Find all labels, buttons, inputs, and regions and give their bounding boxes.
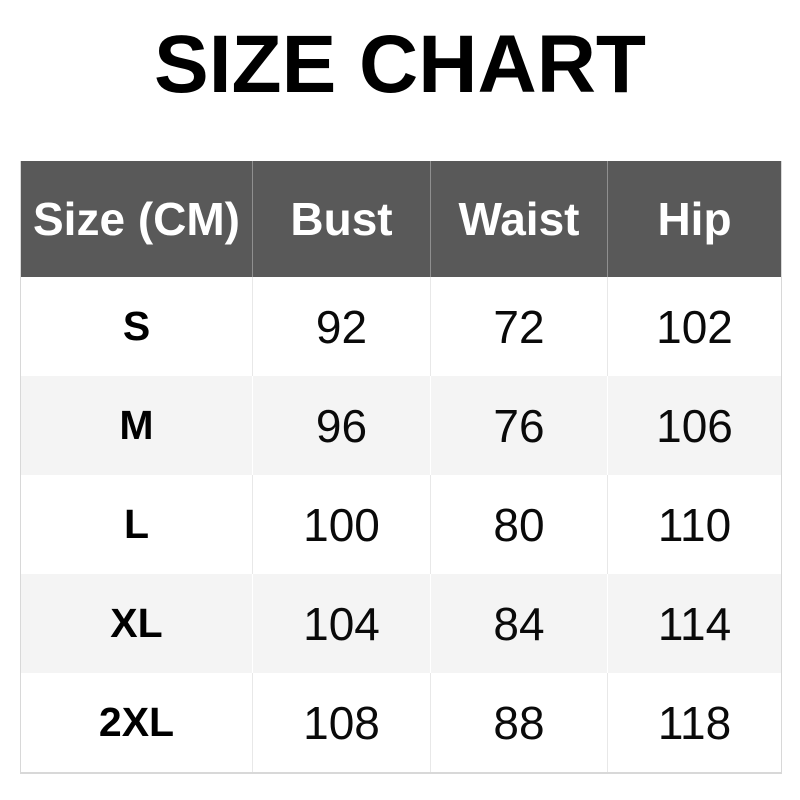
header-row: Size (CM) Bust Waist Hip (20, 161, 782, 277)
hip-cell: 106 (607, 376, 782, 475)
hip-cell: 114 (607, 574, 782, 673)
table-row-l: L 100 80 110 (20, 475, 782, 574)
waist-cell: 88 (430, 673, 608, 773)
header-cell-bust: Bust (252, 161, 431, 277)
bust-cell: 92 (252, 277, 431, 376)
size-cell: M (20, 376, 253, 475)
size-cell: S (20, 277, 253, 376)
waist-cell: 84 (430, 574, 608, 673)
header-cell-size: Size (CM) (20, 161, 253, 277)
page-title: SIZE CHART (154, 19, 646, 110)
size-cell: 2XL (20, 673, 253, 773)
table-row-xl: XL 104 84 114 (20, 574, 782, 673)
bust-cell: 96 (252, 376, 431, 475)
size-cell: L (20, 475, 253, 574)
waist-cell: 76 (430, 376, 608, 475)
waist-cell: 72 (430, 277, 608, 376)
bust-cell: 104 (252, 574, 431, 673)
size-chart-table: Size (CM) Bust Waist Hip S 92 72 102 M 9… (20, 161, 782, 774)
hip-cell: 110 (607, 475, 782, 574)
header-cell-hip: Hip (607, 161, 782, 277)
size-cell: XL (20, 574, 253, 673)
table-row-s: S 92 72 102 (20, 277, 782, 376)
bust-cell: 100 (252, 475, 431, 574)
bust-cell: 108 (252, 673, 431, 773)
table-row-2xl: 2XL 108 88 118 (20, 673, 782, 773)
waist-cell: 80 (430, 475, 608, 574)
hip-cell: 102 (607, 277, 782, 376)
hip-cell: 118 (607, 673, 782, 773)
table-row-m: M 96 76 106 (20, 376, 782, 475)
header-cell-waist: Waist (430, 161, 608, 277)
